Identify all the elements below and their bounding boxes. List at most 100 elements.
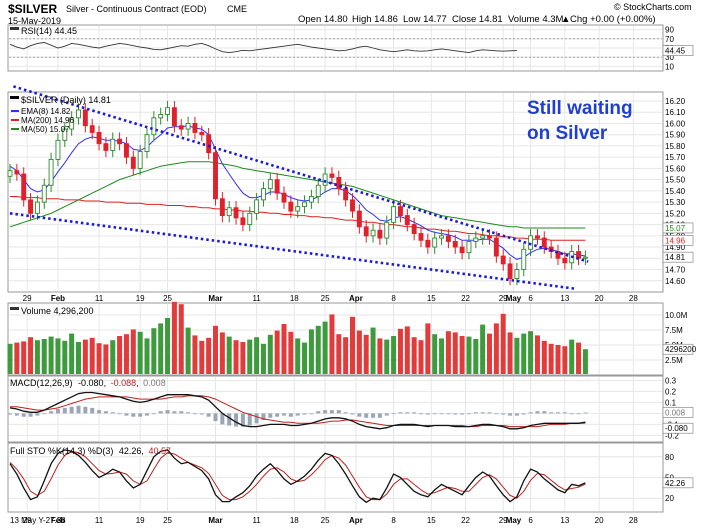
volume-bar	[14, 342, 20, 374]
macd-hist-bar	[179, 411, 184, 414]
x-tick-label: Feb	[51, 516, 65, 525]
macd-hist-bar	[549, 412, 554, 414]
rsi-tick: 70	[665, 35, 674, 44]
candle-body	[41, 184, 47, 203]
volume-bar	[233, 340, 239, 374]
macd-hist-bar	[391, 413, 396, 415]
volume-bar	[137, 331, 143, 374]
volume-last-tag-box	[662, 343, 694, 355]
macd-hist-bar	[288, 413, 293, 417]
candle-body	[48, 158, 54, 186]
volume-last-tag: 4296200	[665, 345, 697, 354]
macd-tick: 0.1	[665, 398, 677, 407]
x-tick-label: 20	[595, 516, 604, 525]
volume-bar	[534, 335, 540, 374]
candle-body	[247, 212, 253, 226]
candle-body	[535, 235, 540, 239]
candle-body	[370, 229, 376, 237]
macd-hist-bar	[97, 410, 102, 414]
rsi-series	[9, 38, 662, 58]
macd-hist-bar	[14, 413, 19, 416]
volume-bar	[123, 334, 129, 374]
macd-hist-bar	[501, 413, 506, 415]
x-tick-label: 11	[95, 294, 104, 303]
x-tick-label: 6	[528, 516, 533, 525]
volume-bar	[213, 325, 218, 374]
x-tick-label: 22	[461, 294, 470, 303]
volume-tick: 7.5M	[665, 326, 683, 335]
macd-hist-bar	[466, 413, 471, 415]
macd-hist-bar	[398, 412, 403, 414]
chart-date: 15-May-2019	[8, 16, 61, 26]
ohlc-open: Open 14.80	[298, 14, 348, 25]
volume-bar	[247, 339, 253, 374]
candle-body	[500, 255, 506, 265]
candle-body	[432, 237, 438, 248]
volume-tick: 10.0M	[665, 311, 688, 320]
candle-body	[439, 235, 444, 239]
volume-bar	[582, 349, 588, 374]
candle-body	[562, 257, 568, 264]
candle-body	[82, 109, 88, 127]
macd-hist-bar	[412, 412, 417, 414]
x-tick-label: 8	[391, 294, 396, 303]
volume-bar	[466, 336, 472, 374]
macd-hist-bar	[371, 413, 376, 418]
price-tick: 14.70	[665, 266, 686, 275]
volume-bar	[507, 332, 513, 374]
macd-tick: -0.2	[665, 431, 679, 440]
annotation-line-1: Still waiting	[527, 98, 633, 119]
price-tick: 16.20	[665, 97, 686, 106]
macd-hist-bar	[138, 413, 143, 417]
macd-hist-bar	[103, 411, 108, 414]
macd-hist-bar	[227, 413, 232, 426]
price-tick: 15.20	[665, 209, 686, 218]
macd-hist-bar	[542, 411, 547, 414]
x-tick-label: May	[506, 294, 522, 303]
price-tick: 15.40	[665, 187, 686, 196]
candle-body	[130, 156, 136, 169]
macd-hist-bar	[69, 406, 74, 414]
macd-hist-bar	[316, 411, 321, 414]
volume-bar	[308, 329, 314, 374]
ohlc-close: Close 14.81	[452, 14, 503, 25]
macd-hist-bar	[494, 413, 499, 415]
price-tick: 15.90	[665, 131, 686, 140]
sto-series	[9, 449, 586, 504]
macd-hist-bar	[439, 413, 444, 415]
macd-label: MACD(12,26,9) -0.080, -0.088, 0.008	[10, 378, 166, 388]
volume-legend-swatch	[10, 307, 19, 310]
candle-body	[452, 240, 458, 248]
rsi-line	[9, 42, 517, 54]
rsi-last-tag-box	[662, 45, 694, 56]
macd-hist-bar	[131, 413, 136, 417]
macd-hist-bar	[62, 407, 67, 414]
volume-bar	[397, 328, 403, 374]
candle-body	[103, 143, 109, 151]
volume-bar	[117, 336, 123, 374]
candle-body	[404, 215, 410, 226]
volume-bar	[7, 343, 13, 374]
macd-hist-bar	[261, 413, 266, 420]
volume-bar	[452, 332, 458, 374]
volume-bar	[302, 342, 308, 374]
macd-hist-bar	[172, 411, 177, 414]
candle-body	[473, 237, 479, 242]
brand-watermark: © StockCharts.com	[614, 2, 692, 12]
macd-label-signal: -0.088	[111, 378, 137, 388]
macd-tick: 0.3	[665, 376, 677, 385]
candle-body	[288, 201, 294, 212]
volume-bar	[480, 324, 486, 374]
macd-hist-bar	[124, 413, 129, 416]
x-tick-label: 11	[95, 516, 104, 525]
volume-bar	[500, 313, 506, 374]
macd-hist-bar	[556, 412, 560, 414]
x-tick-label: 15	[427, 294, 436, 303]
x-tick-label: 18	[290, 516, 299, 525]
volume-bar	[267, 334, 273, 374]
macd-hist-bar	[487, 412, 492, 414]
price-legend-swatch	[10, 96, 19, 99]
sto-tick: 20	[665, 494, 674, 503]
candle-body	[226, 207, 232, 217]
x-tick-label: 13	[560, 516, 569, 525]
